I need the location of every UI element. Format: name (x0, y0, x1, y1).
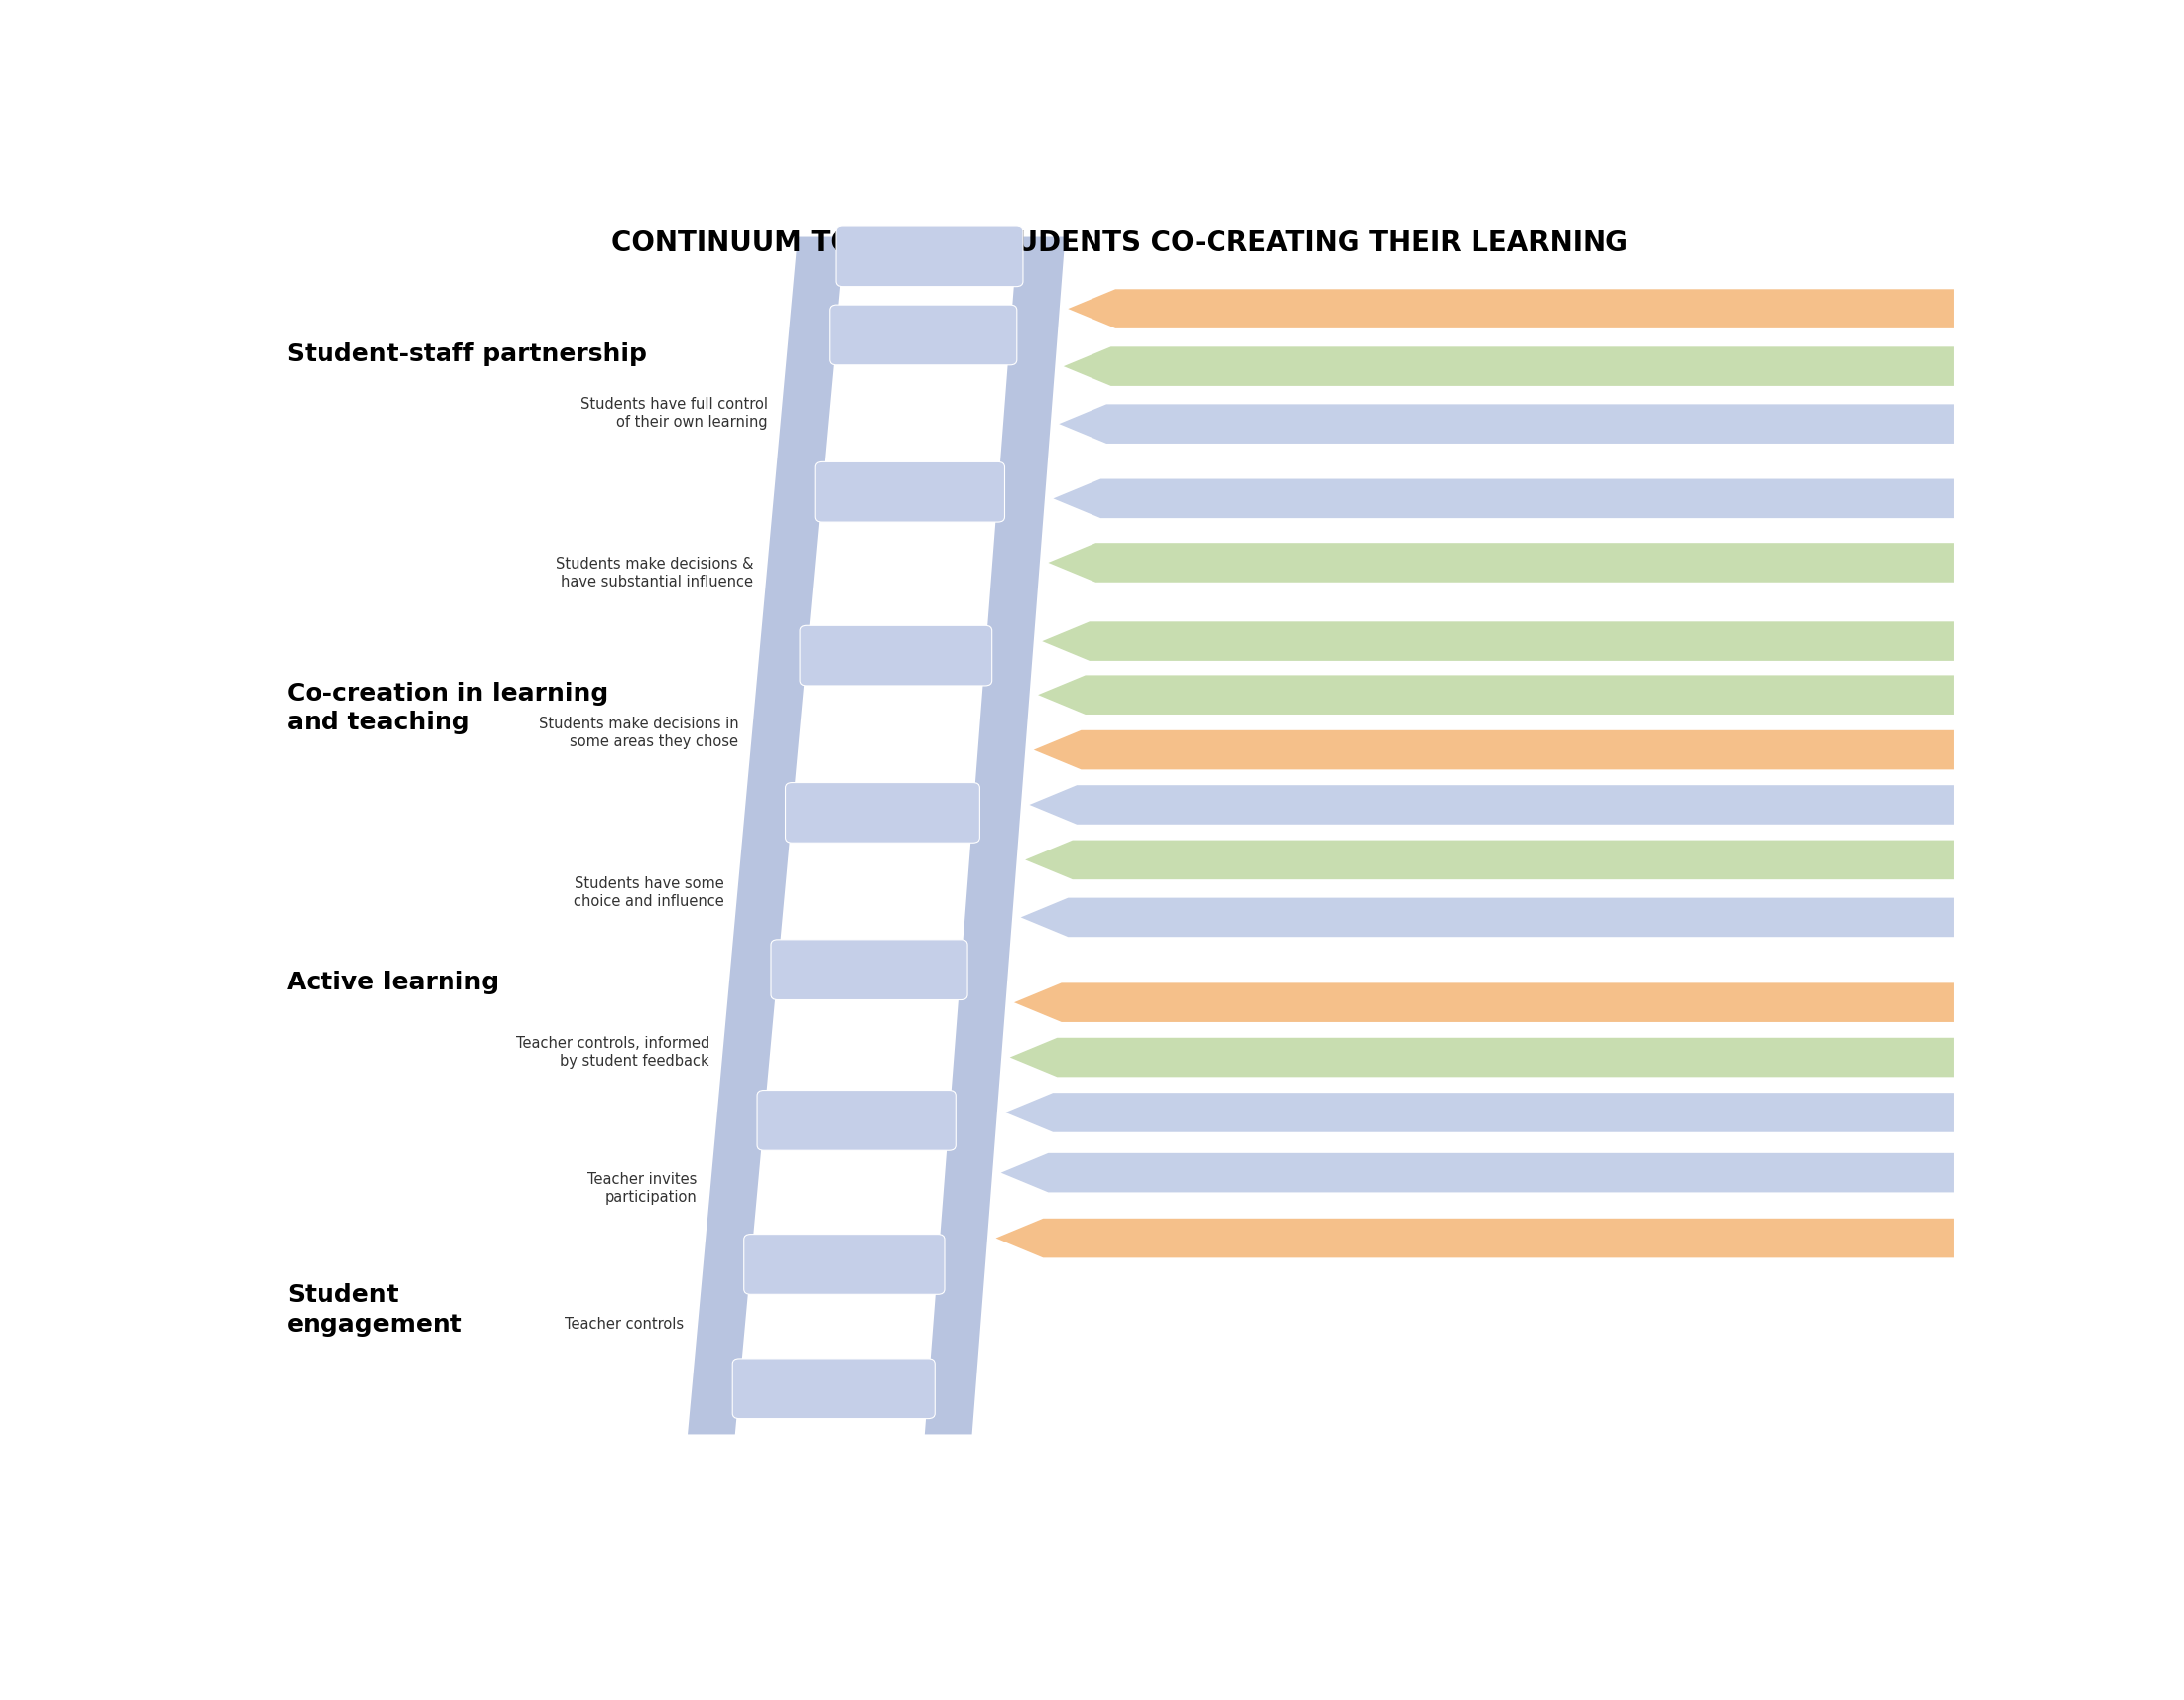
FancyBboxPatch shape (830, 304, 1018, 366)
Polygon shape (1048, 542, 1955, 583)
Text: Negotiate rubrics of learning outcomes (B5): Negotiate rubrics of learning outcomes (… (1358, 556, 1693, 570)
Polygon shape (1009, 1037, 1955, 1078)
FancyBboxPatch shape (815, 462, 1005, 522)
Text: Observe content in own life (A3): Observe content in own life (A3) (1396, 743, 1640, 757)
FancyBboxPatch shape (836, 226, 1022, 287)
Text: Students plan course themselves (A4): Students plan course themselves (A4) (1389, 301, 1679, 316)
Text: Create own question from given key words (B2): Create own question from given key words… (1332, 852, 1695, 867)
Polygon shape (1053, 479, 1955, 518)
Polygon shape (1020, 898, 1955, 937)
Text: CONTINUUM TOWARDS STUDENTS CO-CREATING THEIR LEARNING: CONTINUUM TOWARDS STUDENTS CO-CREATING T… (612, 230, 1627, 257)
Polygon shape (1000, 1153, 1955, 1192)
Polygon shape (1033, 731, 1955, 770)
Text: Students make decisions &
have substantial influence: Students make decisions & have substanti… (555, 558, 753, 590)
Text: Think-pair-share (C1): Think-pair-share (C1) (1422, 1165, 1581, 1180)
Polygon shape (1013, 983, 1955, 1022)
FancyBboxPatch shape (799, 626, 992, 685)
Text: Include “missing perspectives” (B3): Include “missing perspectives” (B3) (1382, 687, 1655, 702)
Text: Plan whole course with students (C6): Plan whole course with students (C6) (1389, 416, 1671, 432)
FancyBboxPatch shape (786, 782, 981, 843)
Text: Students have full control
of their own learning: Students have full control of their own … (581, 398, 769, 430)
Text: Students have some
choice and influence: Students have some choice and influence (574, 876, 723, 910)
Polygon shape (924, 236, 1066, 1435)
Text: Suggest own examples (A2): Suggest own examples (A2) (1402, 994, 1614, 1010)
Text: Teach classes at different levels together (C5): Teach classes at different levels togeth… (1352, 491, 1701, 507)
Text: Student
engagement: Student engagement (286, 1284, 463, 1336)
Text: Student-staff partnership: Student-staff partnership (286, 343, 646, 367)
FancyBboxPatch shape (732, 1358, 935, 1420)
Text: Co-creation in learning
and teaching: Co-creation in learning and teaching (286, 682, 609, 734)
FancyBboxPatch shape (745, 1234, 946, 1294)
Polygon shape (1029, 785, 1955, 824)
FancyBboxPatch shape (758, 1090, 957, 1151)
Text: Discuss curriculum or study program (B6): Discuss curriculum or study program (B6) (1374, 359, 1690, 374)
Text: Discuss with student representatives (C4): Discuss with student representatives (C4… (1356, 797, 1675, 813)
Polygon shape (1068, 289, 1955, 328)
FancyBboxPatch shape (771, 940, 968, 1000)
Text: Teacher controls: Teacher controls (566, 1318, 684, 1331)
Polygon shape (688, 236, 845, 1435)
Text: Small groups work on shared artifacts (C2): Small groups work on shared artifacts (C… (1341, 1105, 1666, 1120)
Polygon shape (1064, 347, 1955, 386)
Polygon shape (1005, 1093, 1955, 1132)
Polygon shape (1042, 622, 1955, 661)
Polygon shape (996, 1219, 1955, 1258)
Text: Active learning: Active learning (286, 971, 498, 994)
Text: Choose between different examples (B1): Choose between different examples (B1) (1350, 1051, 1662, 1064)
Text: Ask for “things I didn’t get a chance to say” (C3): Ask for “things I didn’t get a chance to… (1326, 910, 1695, 925)
Text: Choose format of assessment (B4): Choose format of assessment (B4) (1391, 634, 1653, 649)
Text: Teacher controls, informed
by student feedback: Teacher controls, informed by student fe… (515, 1035, 710, 1069)
Text: Multiple-choice questions (A1): Multiple-choice questions (A1) (1382, 1231, 1614, 1246)
Text: Students make decisions in
some areas they chose: Students make decisions in some areas th… (539, 716, 738, 750)
Text: Teacher invites
participation: Teacher invites participation (587, 1171, 697, 1205)
Polygon shape (1024, 840, 1955, 879)
Polygon shape (1059, 405, 1955, 444)
Polygon shape (1037, 675, 1955, 714)
